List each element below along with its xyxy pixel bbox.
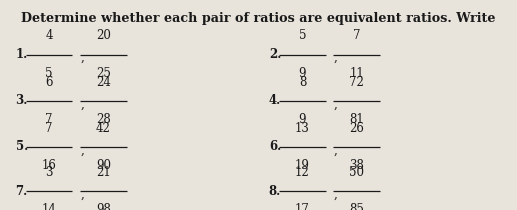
- Text: 90: 90: [96, 159, 111, 172]
- Text: 7: 7: [45, 113, 53, 126]
- Text: 9: 9: [299, 113, 306, 126]
- Text: 12: 12: [295, 166, 310, 179]
- Text: 4.: 4.: [269, 94, 281, 107]
- Text: 50: 50: [349, 166, 364, 179]
- Text: 81: 81: [349, 113, 364, 126]
- Text: 5.: 5.: [16, 140, 28, 154]
- Text: 85: 85: [349, 203, 364, 210]
- Text: ,: ,: [80, 97, 84, 110]
- Text: 26: 26: [349, 122, 364, 135]
- Text: ,: ,: [333, 144, 337, 157]
- Text: ,: ,: [333, 51, 337, 64]
- Text: 1.: 1.: [16, 48, 28, 61]
- Text: 2.: 2.: [269, 48, 281, 61]
- Text: ,: ,: [80, 144, 84, 157]
- Text: 16: 16: [42, 159, 56, 172]
- Text: 25: 25: [96, 67, 111, 80]
- Text: 7.: 7.: [16, 185, 28, 198]
- Text: 8: 8: [299, 76, 306, 89]
- Text: 20: 20: [96, 29, 111, 42]
- Text: 17: 17: [295, 203, 310, 210]
- Text: 42: 42: [96, 122, 111, 135]
- Text: 13: 13: [295, 122, 310, 135]
- Text: 3: 3: [45, 166, 53, 179]
- Text: 28: 28: [96, 113, 111, 126]
- Text: 4: 4: [45, 29, 53, 42]
- Text: ,: ,: [80, 51, 84, 64]
- Text: 38: 38: [349, 159, 364, 172]
- Text: 72: 72: [349, 76, 364, 89]
- Text: 5: 5: [45, 67, 53, 80]
- Text: 19: 19: [295, 159, 310, 172]
- Text: Determine whether each pair of ratios are equivalent ratios. Write: Determine whether each pair of ratios ar…: [21, 12, 499, 25]
- Text: 5: 5: [299, 29, 306, 42]
- Text: 6: 6: [45, 76, 53, 89]
- Text: ,: ,: [333, 188, 337, 201]
- Text: 14: 14: [42, 203, 56, 210]
- Text: 21: 21: [96, 166, 111, 179]
- Text: 6.: 6.: [269, 140, 281, 154]
- Text: 11: 11: [349, 67, 364, 80]
- Text: 7: 7: [353, 29, 360, 42]
- Text: 8.: 8.: [269, 185, 281, 198]
- Text: ,: ,: [333, 97, 337, 110]
- Text: 9: 9: [299, 67, 306, 80]
- Text: 3.: 3.: [16, 94, 28, 107]
- Text: 24: 24: [96, 76, 111, 89]
- Text: ,: ,: [80, 188, 84, 201]
- Text: 98: 98: [96, 203, 111, 210]
- Text: 7: 7: [45, 122, 53, 135]
